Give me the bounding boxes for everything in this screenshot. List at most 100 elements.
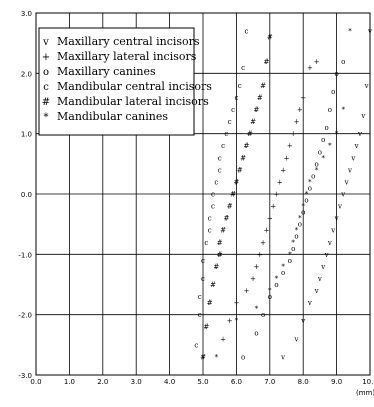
data-point: c: [204, 239, 208, 247]
data-point: o: [331, 88, 335, 96]
data-point: +: [297, 106, 303, 114]
x-tick-label: 6.0: [231, 378, 242, 386]
data-point: +: [290, 130, 296, 138]
data-point: c: [224, 130, 228, 138]
legend-marker: c: [43, 82, 49, 93]
y-tick-label: 0.0: [21, 191, 32, 199]
data-point: #: [220, 227, 226, 235]
data-point: *: [298, 215, 302, 223]
data-point: c: [198, 311, 202, 319]
data-point: *: [281, 263, 285, 271]
data-point: o: [261, 311, 265, 319]
plot-frame: [35, 12, 371, 376]
data-point: +: [280, 166, 286, 174]
data-point: o: [298, 221, 302, 229]
y-tick-label: 1.0: [21, 131, 32, 139]
data-point: *: [301, 203, 305, 211]
legend-marker: #: [42, 97, 50, 108]
data-point: v: [350, 154, 355, 162]
data-point: +: [220, 335, 226, 343]
data-point: v: [317, 275, 322, 283]
data-point: #: [260, 82, 266, 90]
data-point: v: [334, 215, 339, 223]
data-point: #: [230, 191, 236, 199]
legend-marker: v: [42, 37, 49, 48]
data-point: #: [223, 215, 229, 223]
legend: v Maxillary central incisors + Maxillary la…: [38, 27, 212, 136]
data-point: o: [268, 293, 272, 301]
data-point: o: [288, 257, 292, 265]
data-point: c: [211, 203, 215, 211]
data-point: v: [357, 130, 362, 138]
data-point: c: [244, 28, 248, 36]
data-point: o: [314, 160, 318, 168]
data-point: o: [291, 245, 295, 253]
data-point: +: [260, 239, 266, 247]
x-tick-label: 2.0: [97, 378, 108, 386]
y-tick-label: -1.0: [18, 251, 32, 259]
data-point: o: [304, 197, 308, 205]
data-point: *: [335, 130, 339, 138]
data-point: *: [315, 166, 319, 174]
x-tick-label: 1.0: [64, 378, 75, 386]
legend-marker: *: [44, 112, 49, 123]
y-tick-label: 2.0: [21, 70, 32, 78]
legend-marker: o: [43, 67, 49, 78]
data-point: v: [280, 353, 285, 361]
data-point: v: [364, 82, 369, 90]
data-point: #: [250, 118, 256, 126]
data-point: o: [301, 209, 305, 217]
data-point: c: [218, 166, 222, 174]
data-point: o: [324, 124, 328, 132]
legend-marker: +: [42, 52, 50, 63]
data-points: ccccccccccccccccccccc###################…: [194, 28, 372, 362]
data-point: v: [314, 287, 319, 295]
legend-entry: Maxillary central incisors: [57, 35, 200, 48]
data-point: +: [274, 191, 280, 199]
data-point: o: [318, 148, 322, 156]
legend-entry: Mandibular lateral incisors: [57, 95, 209, 108]
data-point: #: [217, 239, 223, 247]
data-point: #: [227, 203, 233, 211]
data-point: +: [284, 154, 290, 162]
data-point: v: [344, 178, 349, 186]
data-point: v: [300, 317, 305, 325]
legend-entry: Mandibular central incisors: [57, 80, 212, 93]
data-point: +: [257, 251, 263, 259]
data-point: #: [264, 58, 270, 66]
data-point: +: [233, 299, 239, 307]
data-point: v: [360, 112, 365, 120]
legend-box: [38, 27, 195, 136]
data-point: *: [255, 305, 259, 313]
data-point: *: [235, 317, 239, 325]
x-tick-label: 5.0: [197, 378, 208, 386]
data-point: c: [211, 191, 215, 199]
data-point: #: [233, 178, 239, 186]
x-tick-label: 4.0: [164, 378, 175, 386]
data-point: #: [257, 94, 263, 102]
data-point: v: [294, 335, 299, 343]
data-point: +: [294, 118, 300, 126]
data-point: c: [198, 293, 202, 301]
x-tick-label: 8.0: [298, 378, 309, 386]
x-tick-label: 9.0: [331, 378, 342, 386]
data-point: c: [238, 82, 242, 90]
data-point: +: [264, 227, 270, 235]
data-point: +: [277, 178, 283, 186]
data-point: *: [295, 227, 299, 235]
data-point: +: [267, 215, 273, 223]
data-point: o: [321, 136, 325, 144]
x-tick-label: 3.0: [131, 378, 142, 386]
data-point: o: [241, 353, 245, 361]
data-point: #: [267, 34, 273, 42]
data-point: +: [254, 263, 260, 271]
data-point: #: [213, 263, 219, 271]
data-point: o: [294, 233, 298, 241]
x-axis-label: (mm): [356, 389, 374, 397]
data-point: c: [221, 142, 225, 150]
x-tick-label: 10.0: [362, 378, 374, 386]
data-point: c: [208, 215, 212, 223]
data-point: #: [210, 281, 216, 289]
data-point: +: [287, 142, 293, 150]
